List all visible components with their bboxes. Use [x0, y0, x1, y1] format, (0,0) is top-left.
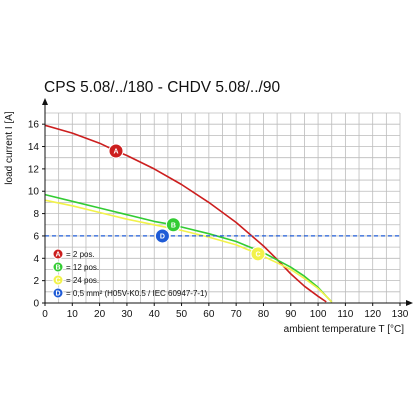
marker-letter: C [55, 278, 60, 285]
series-marker-d: D [154, 228, 170, 244]
series-layer [44, 124, 400, 303]
marker-circle [108, 143, 124, 159]
x-tick-label: 30 [121, 309, 133, 320]
legend-marker-b: B [52, 261, 64, 273]
legend-label-a: = 2 pos. [66, 250, 95, 259]
legend-label-c: = 24 pos. [66, 276, 99, 285]
legend-marker-d: D [52, 287, 64, 299]
axes [42, 98, 413, 306]
x-tick-label: 130 [392, 309, 409, 320]
x-tick-label: 80 [258, 309, 270, 320]
marker-circle [154, 228, 170, 244]
marker-letter: B [171, 222, 176, 229]
series-line-a [44, 124, 327, 303]
marker-letter: B [55, 265, 60, 272]
x-tick-label: 120 [364, 309, 381, 320]
legend-marker-c: C [52, 274, 64, 286]
y-tick-label: 6 [33, 231, 39, 242]
y-tick-label: 0 [33, 299, 39, 310]
x-tick-label: 100 [310, 309, 327, 320]
marker-letter: A [55, 252, 60, 259]
y-tick-label: 12 [28, 164, 40, 175]
y-tick-label: 10 [28, 187, 40, 198]
marker-circle [250, 246, 266, 262]
x-axis-arrow [406, 300, 413, 306]
marker-letter: A [113, 149, 118, 156]
legend-label-d: = 0,5 mm² (H05V-K0.5 / IEC 60947-7-1) [66, 289, 208, 298]
x-tick-label: 40 [149, 309, 161, 320]
marker-letter: C [255, 251, 260, 258]
y-tick-label: 2 [33, 276, 39, 287]
x-tick-label: 0 [42, 309, 48, 320]
marker-circle [52, 261, 64, 273]
series-markers: A B C D [108, 143, 266, 262]
marker-circle [52, 274, 64, 286]
y-tick-label: 14 [28, 142, 40, 153]
x-tick-label: 50 [176, 309, 188, 320]
series-line-c [44, 199, 333, 303]
legend-label-b: = 12 pos. [66, 263, 99, 272]
x-tick-label: 20 [94, 309, 106, 320]
y-tick-label: 16 [28, 120, 40, 131]
x-tick-label: 10 [67, 309, 79, 320]
marker-circle [52, 248, 64, 260]
y-tick-label: 8 [33, 209, 39, 220]
series-marker-a: A [108, 143, 124, 159]
legend-marker-a: A [52, 248, 64, 260]
legend: A = 2 pos. B = 12 pos. C = 24 pos. D = 0,5 mm² … [52, 248, 208, 299]
series-marker-b: B [165, 217, 181, 233]
marker-circle [52, 287, 64, 299]
x-tick-label: 60 [203, 309, 215, 320]
x-tick-label: 90 [285, 309, 297, 320]
y-tick-label: 4 [33, 254, 39, 265]
y-axis-arrow [42, 98, 48, 105]
x-tick-label: 110 [337, 309, 353, 320]
series-marker-c: C [250, 246, 266, 262]
marker-letter: D [160, 233, 165, 240]
marker-letter: D [55, 291, 60, 298]
x-axis-label: ambient temperature T [°C] [284, 324, 405, 335]
marker-circle [165, 217, 181, 233]
y-axis-label: load current I [A] [4, 111, 15, 185]
series-line-b [44, 193, 333, 303]
x-tick-label: 70 [231, 309, 243, 320]
chart-title: CPS 5.08/../180 - CHDV 5.08/../90 [44, 79, 281, 96]
tick-labels: 0 10 20 30 40 50 60 70 80 90 100 110 120 130 0 2 4 6 8 10 12… [28, 120, 409, 320]
